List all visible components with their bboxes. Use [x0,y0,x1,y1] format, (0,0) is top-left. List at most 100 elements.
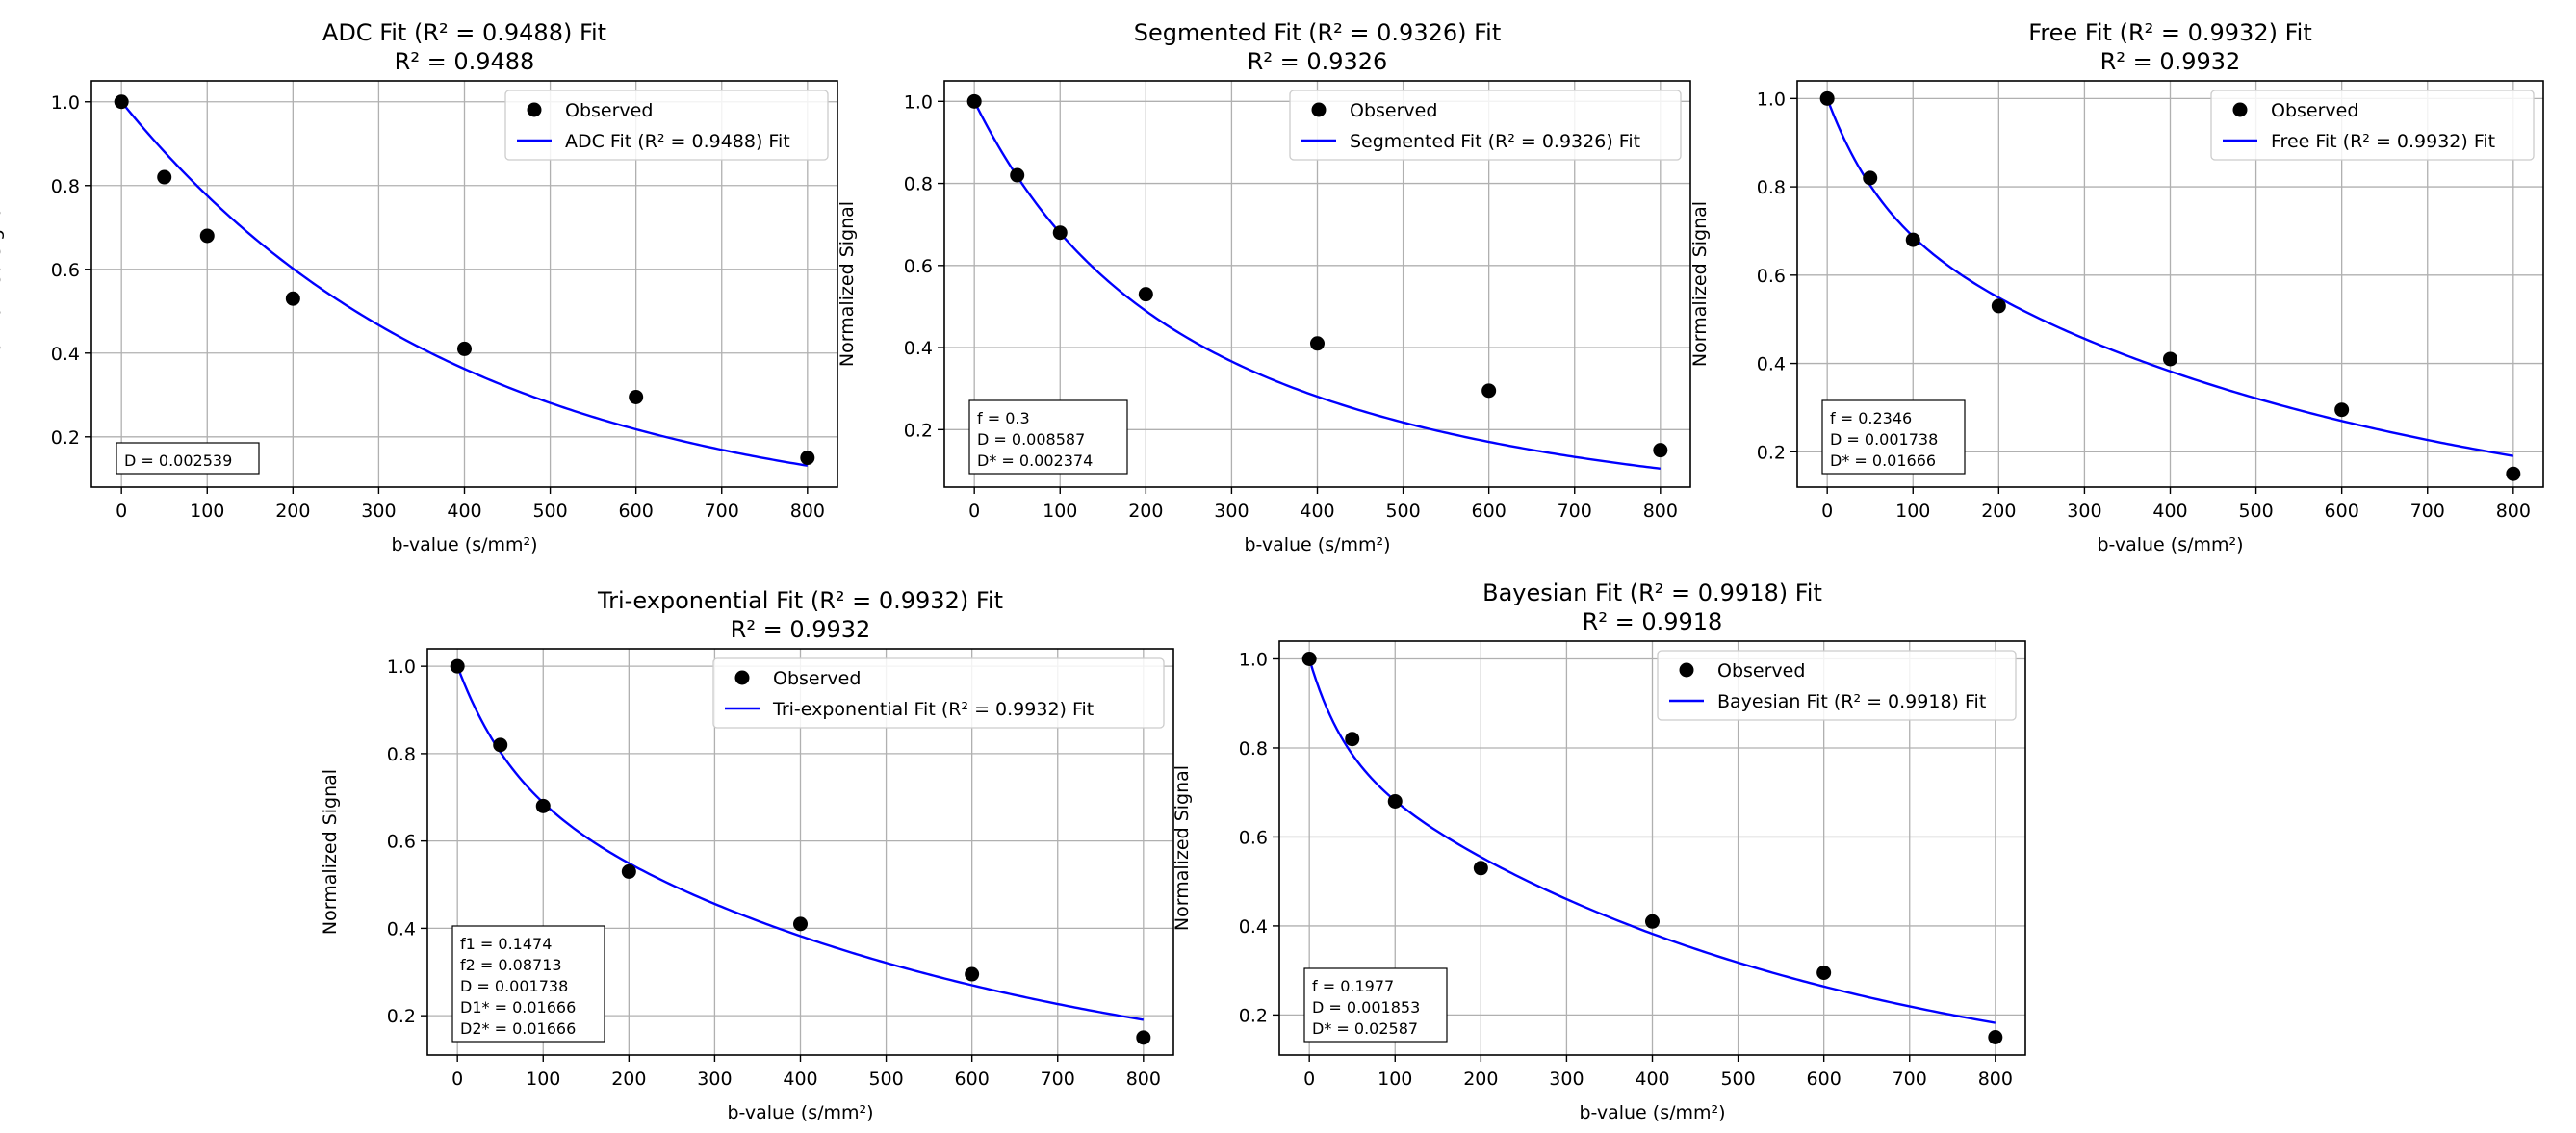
legend-box [504,90,829,161]
y-tick-label: 0.2 [387,1006,416,1027]
y-tick-label: 1.0 [1757,89,1786,110]
observed-point [2506,466,2521,481]
y-tick-label: 0.8 [387,744,416,765]
x-tick-label: 300 [2067,501,2101,522]
observed-point [800,451,815,466]
x-axis-label: b-value (s/mm²) [727,1102,873,1123]
x-tick-label: 500 [868,1069,903,1090]
param-text-line: f = 0.1977 [1312,977,1394,995]
x-tick-label: 100 [1043,501,1077,522]
legend-label-fit: Tri-exponential Fit (R² = 0.9932) Fit [772,699,1094,720]
y-axis-label: Normalized Signal [1172,765,1193,931]
x-tick-label: 300 [361,501,396,522]
chart-subtitle: R² = 0.9326 [1248,48,1388,75]
x-tick-label: 700 [2410,501,2445,522]
param-text-line: D = 0.001738 [460,977,568,995]
observed-point [1010,167,1025,183]
param-text-line: D2* = 0.01666 [460,1019,576,1038]
x-tick-label: 400 [447,501,481,522]
param-text-line: D = 0.001853 [1312,998,1420,1017]
observed-point [493,737,508,753]
legend-label-fit: ADC Fit (R² = 0.9488) Fit [565,131,790,152]
fit-curve [1308,658,1996,1024]
observed-point [1905,232,1920,247]
param-text-line: D = 0.001738 [1830,430,1938,449]
legend-label-fit: Bayesian Fit (R² = 0.9918) Fit [1717,691,1986,712]
x-tick-label: 400 [1635,1069,1669,1090]
x-tick-label: 600 [2325,501,2359,522]
observed-point [1138,287,1153,302]
observed-point [621,863,636,879]
chart-title: Bayesian Fit (R² = 0.9918) Fit [1482,579,1822,606]
x-tick-label: 200 [1463,1069,1498,1090]
param-box-frame [1821,399,1966,475]
chart-subtitle: R² = 0.9932 [2100,48,2241,75]
legend: Observed Segmented Fit (R² = 0.9326) Fit [1289,90,1682,161]
subplot-5: 0 100 200 300 400 500 600 700 800 0.2 0.4 0.6 0.8 1.0… [1172,579,2026,1123]
legend-marker-observed [734,670,750,685]
y-tick-label: 1.0 [1239,649,1268,670]
y-tick-label: 0.6 [51,260,80,281]
legend-marker-observed [2232,102,2248,117]
x-tick-label: 500 [1720,1069,1755,1090]
x-tick-label: 0 [968,501,980,522]
legend-label-fit: Segmented Fit (R² = 0.9326) Fit [1350,131,1640,152]
y-axis-label: Normalized Signal [1689,201,1711,367]
x-tick-label: 200 [611,1069,646,1090]
y-tick-label: 0.8 [1757,177,1786,198]
observed-point [1052,225,1068,241]
y-axis-label: Normalized Signal [837,201,858,367]
subplot-2: 0 100 200 300 400 500 600 700 800 0.2 0.4 0.6 0.8 1.0… [837,19,1691,555]
y-tick-label: 0.6 [1757,266,1786,287]
x-tick-label: 200 [1128,501,1163,522]
param-box-frame [968,399,1128,475]
legend-marker-observed [527,102,542,117]
y-tick-label: 0.2 [1757,442,1786,463]
legend-box [1657,650,2017,721]
x-tick-label: 300 [1214,501,1249,522]
observed-point [1819,90,1835,106]
param-box: f = 0.1977 D = 0.001853 D* = 0.02587 [1303,967,1448,1043]
fit-curve [120,100,809,467]
x-tick-label: 800 [2496,501,2531,522]
x-axis-label: b-value (s/mm²) [391,534,537,555]
x-tick-label: 800 [1978,1069,2013,1090]
y-tick-label: 0.4 [387,918,416,940]
x-tick-label: 300 [697,1069,732,1090]
legend: Observed Free Fit (R² = 0.9932) Fit [2210,90,2535,161]
observed-point [1387,793,1403,809]
param-box: D = 0.002539 [116,442,260,475]
param-text-line: D = 0.002539 [124,451,232,470]
y-tick-label: 1.0 [387,657,416,678]
chart-subtitle: R² = 0.9488 [395,48,535,75]
param-box-frame [1303,967,1448,1043]
x-tick-label: 200 [275,501,310,522]
param-text-line: f = 0.2346 [1830,409,1912,427]
fit-curve [456,665,1145,1021]
x-tick-label: 600 [1807,1069,1842,1090]
y-tick-label: 0.8 [904,174,933,195]
param-text-line: f2 = 0.08713 [460,956,562,974]
legend-box [712,657,1165,729]
observed-point [1310,336,1325,351]
y-tick-label: 0.2 [51,427,80,449]
observed-point [793,916,808,932]
x-tick-label: 0 [1303,1069,1315,1090]
observed-point [1301,651,1317,666]
observed-point [1136,1030,1151,1045]
x-tick-label: 400 [1300,501,1334,522]
observed-point [2163,351,2177,367]
legend-label-observed: Observed [2271,100,2358,121]
x-tick-label: 500 [532,501,567,522]
observed-point [114,94,129,110]
x-tick-label: 700 [1558,501,1592,522]
param-text-line: f = 0.3 [977,409,1030,427]
observed-point [157,169,172,185]
chart-subtitle: R² = 0.9932 [731,616,871,643]
observed-point [965,966,980,982]
x-tick-label: 100 [1378,1069,1412,1090]
y-tick-label: 0.6 [1239,827,1268,848]
y-tick-label: 0.2 [1239,1005,1268,1026]
legend-label-observed: Observed [565,100,653,121]
x-tick-label: 0 [116,501,127,522]
